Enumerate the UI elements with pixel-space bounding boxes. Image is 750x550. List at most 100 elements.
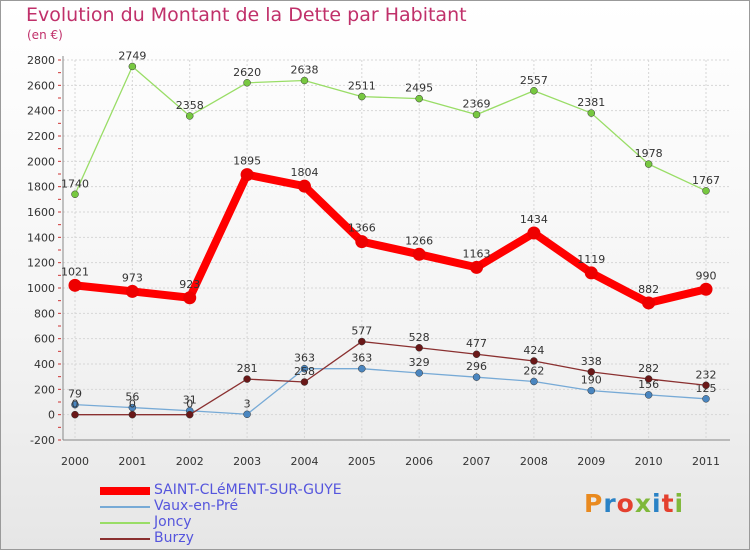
data-point	[358, 337, 366, 346]
data-point	[699, 282, 713, 296]
data-point	[472, 110, 481, 119]
y-tick-label: 2400	[27, 105, 55, 118]
data-label: 1978	[635, 147, 663, 160]
y-tick-label: 1600	[27, 206, 55, 219]
data-label: 0	[186, 398, 193, 411]
data-label: 363	[351, 352, 372, 365]
x-tick-label: 2006	[405, 455, 433, 468]
series-line-1	[74, 368, 707, 415]
data-label: 2381	[577, 96, 605, 109]
data-point	[300, 364, 309, 373]
data-label: 1266	[405, 234, 433, 247]
data-label: 338	[581, 355, 602, 368]
legend-label-vaux-en-pre: Vaux-en-Pré	[154, 498, 239, 514]
data-point	[530, 357, 538, 365]
data-label: 190	[581, 374, 602, 387]
data-point	[472, 350, 481, 358]
x-tick-label: 2009	[577, 455, 605, 468]
data-label: 2749	[118, 49, 146, 62]
data-point	[415, 344, 423, 352]
data-point	[642, 296, 656, 310]
x-tick-label: 2000	[61, 455, 89, 468]
data-label: 2358	[176, 99, 204, 112]
data-label: 2369	[463, 98, 491, 111]
data-label: 2557	[520, 74, 548, 87]
y-tick-label: 800	[34, 307, 55, 320]
y-tick-label: 2800	[27, 54, 55, 67]
data-point	[125, 284, 139, 298]
data-label: 1895	[233, 155, 261, 168]
data-point	[71, 400, 79, 409]
data-label: 2620	[233, 66, 261, 79]
logo-letter: r	[603, 489, 617, 518]
data-point	[300, 378, 309, 386]
logo-letter: i	[674, 489, 685, 518]
logo-letter: i	[652, 489, 662, 518]
legend-label-joncy: Joncy	[154, 514, 192, 530]
data-label: 0	[129, 398, 136, 411]
data-point	[358, 92, 366, 101]
x-tick-label: 2003	[233, 455, 261, 468]
data-point	[415, 369, 423, 377]
logo-letter: x	[634, 489, 652, 518]
data-point	[243, 79, 251, 87]
data-point	[355, 235, 369, 249]
data-point	[243, 410, 251, 419]
data-point	[530, 87, 538, 95]
data-label: 3	[244, 397, 251, 410]
legend-label-burzy: Burzy	[154, 530, 194, 546]
data-label: 2511	[348, 80, 376, 93]
data-label: 262	[523, 364, 544, 377]
data-label: 1021	[61, 265, 89, 278]
data-label: 1767	[692, 174, 720, 187]
data-label: 0	[72, 398, 79, 411]
data-label: 1804	[290, 166, 318, 179]
data-label: 56	[125, 391, 139, 404]
legend-swatch-joncy	[100, 522, 150, 524]
legend-label-saint-clement: SAINT-CLéMENT-SUR-GUYE	[154, 482, 342, 498]
data-label: 2495	[405, 82, 433, 95]
y-tick-label: 2600	[27, 79, 55, 92]
data-point	[243, 375, 251, 383]
data-point	[128, 410, 137, 419]
x-tick-label: 2010	[635, 455, 663, 468]
x-tick-label: 2002	[176, 455, 204, 468]
x-tick-label: 2004	[290, 455, 318, 468]
data-label: 1119	[577, 253, 605, 266]
data-label: 31	[183, 394, 197, 407]
logo-letter: o	[616, 489, 635, 518]
data-label: 1366	[348, 222, 376, 235]
data-label: 882	[638, 283, 659, 296]
y-tick-label: 600	[34, 333, 55, 346]
y-tick-label: -200	[30, 434, 55, 447]
data-label: 528	[409, 331, 430, 344]
y-tick-label: 0	[48, 409, 55, 422]
x-tick-label: 2007	[463, 455, 491, 468]
data-point	[587, 368, 596, 376]
data-label: 258	[294, 365, 315, 378]
data-label: 1434	[520, 213, 548, 226]
y-tick-label: 200	[34, 383, 55, 396]
y-tick-label: 1200	[27, 257, 55, 270]
data-label: 477	[466, 337, 487, 350]
series-line-0	[74, 65, 707, 195]
logo-letter: P	[584, 489, 604, 518]
data-label: 577	[351, 325, 372, 338]
chart-subtitle: (en €)	[27, 28, 63, 42]
data-point	[183, 291, 197, 305]
chart-title: Evolution du Montant de la Dette par Hab…	[26, 4, 467, 26]
x-tick-label: 2011	[692, 455, 720, 468]
data-point	[530, 377, 538, 386]
data-label: 232	[696, 368, 717, 381]
y-tick-label: 1400	[27, 231, 55, 244]
data-point	[644, 160, 653, 168]
data-point	[702, 187, 710, 195]
y-tick-label: 1000	[27, 282, 55, 295]
data-point	[415, 94, 423, 103]
y-tick-label: 400	[34, 358, 55, 371]
data-point	[587, 386, 596, 395]
data-point	[587, 109, 596, 117]
series-line-3	[71, 170, 710, 307]
